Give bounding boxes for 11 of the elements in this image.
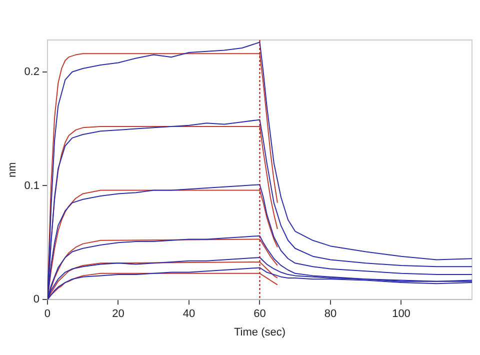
x-tick-label: 100: [392, 308, 410, 320]
x-tick-label: 80: [324, 308, 337, 320]
x-tick-label: 40: [182, 308, 196, 320]
x-tick-label: 60: [254, 308, 266, 320]
x-tick-label: 0: [44, 308, 51, 320]
y-tick-label: 0.2: [24, 66, 40, 78]
y-axis-title: nm: [6, 162, 19, 178]
x-tick-label: 20: [112, 308, 124, 320]
y-tick-label: 0: [33, 294, 40, 306]
y-tick-label: 0.1: [24, 180, 40, 192]
x-axis-title: Time (sec): [234, 326, 286, 338]
